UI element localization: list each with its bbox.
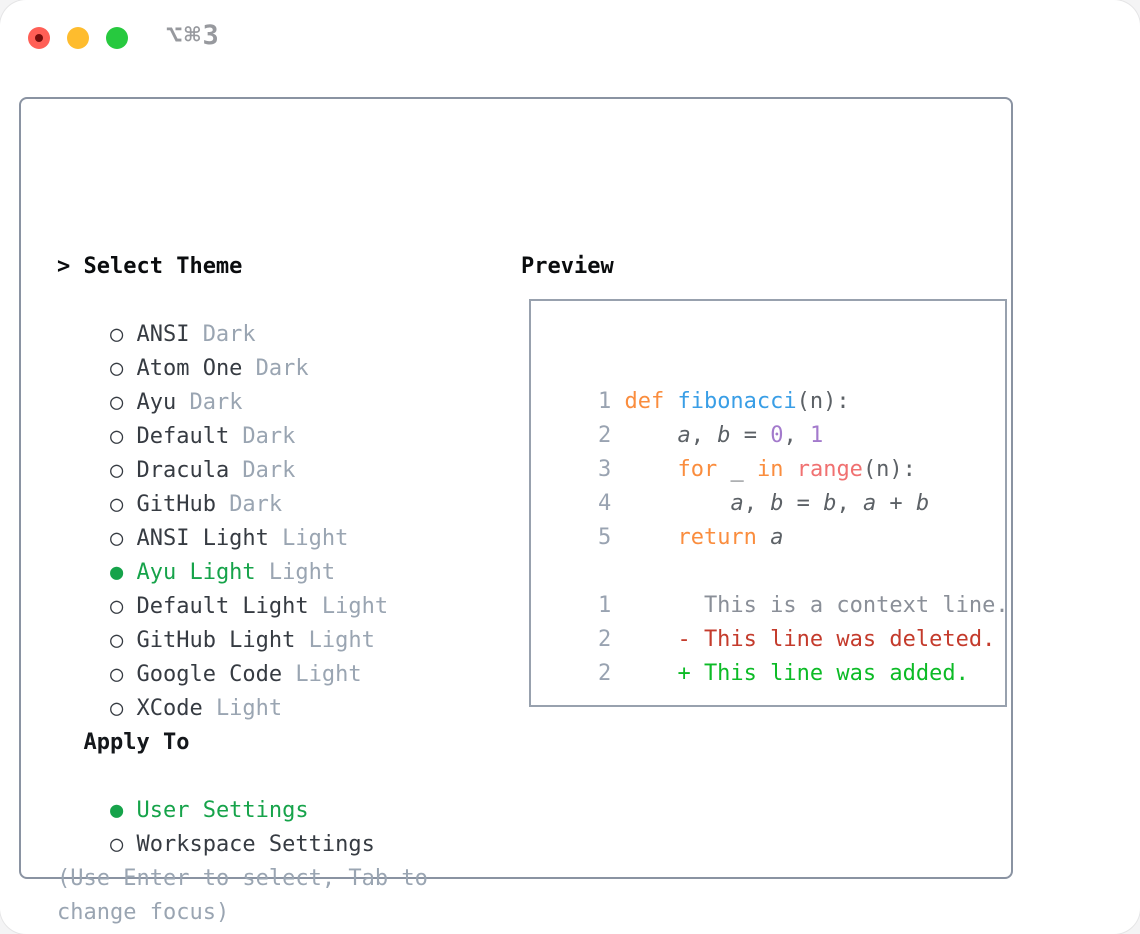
line-number: 3 [597,457,612,482]
radio-icon: ○ [109,424,124,449]
line-number: 1 [597,389,612,414]
option-label: ANSI Light [136,526,269,551]
line-number: 1 [597,593,612,618]
option-label: Ayu [136,390,177,415]
code-line: 2 a, b = 0, 1 [545,385,1005,448]
radio-icon: ○ [109,662,124,687]
option-variant-label: Dark [242,424,296,449]
option-variant-label: Light [321,594,389,619]
code-text: a, b = 0, 1 [677,423,824,448]
code-text: return a [677,525,784,550]
option-variant-label: Light [308,628,375,653]
theme-option[interactable]: ○ Ayu Dark [57,352,428,415]
code-line: 1 def fibonacci(n): [545,351,1005,414]
code-line: 4 a, b = b, a + b [545,453,1005,516]
theme-option[interactable]: ● Ayu Light Light [57,522,428,585]
radio-icon: ○ [109,356,124,381]
radio-icon: ● [109,798,124,823]
radio-icon: ○ [109,526,124,551]
code-line: 3 for _ in range(n): [545,419,1005,482]
apply-to-title: Apply To [83,730,190,755]
theme-option[interactable]: ○ ANSI Dark [57,284,428,347]
option-variant-label: Dark [242,458,296,483]
option-label: Default Light [136,594,309,619]
theme-option[interactable]: ○ Google Code Light [57,624,428,687]
theme-option[interactable]: ○ XCode Light [57,658,428,721]
code-text: This is a context line. [624,593,1007,618]
code-line: 2 + This line was added. [545,623,1005,686]
code-line: 5 return a [545,487,1005,550]
preview-box: 1 def fibonacci(n): 2 a, b = 0, 1 3 for _… [529,299,1007,707]
option-label: XCode [136,696,203,721]
line-number: 2 [597,423,612,448]
close-dot-icon [35,34,43,42]
radio-icon: ○ [109,492,124,517]
theme-option[interactable]: ○ GitHub Light Light [57,590,428,653]
option-variant-label: Light [295,662,362,687]
theme-option[interactable]: ○ Default Dark [57,386,428,449]
line-number: 2 [597,661,612,686]
preview-title: Preview [521,254,614,279]
line-number: 5 [597,525,612,550]
radio-icon: ○ [109,628,124,653]
theme-selector-column: > Select Theme ○ ANSI Dark ○ Atom One Dark ○ A… [57,250,428,930]
radio-icon: ○ [109,696,124,721]
code-text: def fibonacci(n): [624,389,850,414]
apply-to-list: ● User Settings ○ Workspace Settings [57,760,428,857]
option-label: Atom One [136,356,243,381]
option-variant-label: Dark [189,390,243,415]
radio-icon: ○ [109,390,124,415]
apply-to-header: Apply To [57,726,428,760]
line-number: 2 [597,627,612,652]
theme-settings-panel: > Select Theme ○ ANSI Dark ○ Atom One Dark ○ A… [19,97,1013,925]
theme-list-title: Select Theme [83,254,243,279]
theme-option[interactable]: ○ Atom One Dark [57,318,428,381]
radio-icon: ○ [109,322,124,347]
option-label: Google Code [136,662,283,687]
zoom-button[interactable] [106,27,128,49]
option-variant-label: Light [215,696,283,721]
code-text: a, b = b, a + b [730,491,930,516]
option-variant-label: Light [268,560,336,585]
apply-option[interactable]: ○ Workspace Settings [57,794,428,857]
option-label: Default [136,424,230,449]
radio-icon: ○ [109,458,124,483]
radio-icon: ● [109,560,124,585]
theme-list: ○ ANSI Dark ○ Atom One Dark ○ Ayu Dark ○ Defaul… [57,284,428,721]
line-number: 4 [597,491,612,516]
option-variant-label: Dark [255,356,309,381]
option-label: Workspace Settings [136,832,375,857]
footer-hint-line-2: change focus) [57,900,230,925]
code-line: 1 This is a context line. [545,555,1005,618]
selection-caret-icon: > [57,254,71,279]
option-variant-label: Light [282,526,349,551]
code-text: for _ in range(n): [677,457,916,482]
theme-option[interactable]: ○ GitHub Dark [57,454,428,517]
option-variant-label: Dark [202,322,256,347]
theme-option[interactable]: ○ Dracula Dark [57,420,428,483]
option-label: Ayu Light [136,560,256,585]
apply-option[interactable]: ● User Settings [57,760,428,823]
theme-option[interactable]: ○ ANSI Light Light [57,488,428,551]
option-label: Dracula [136,458,230,483]
code-text: + This line was added. [624,661,969,686]
minimize-button[interactable] [67,27,89,49]
option-label: GitHub Light [136,628,296,653]
option-variant-label: Dark [229,492,283,517]
theme-list-header: > Select Theme [57,250,428,284]
theme-option[interactable]: ○ Default Light Light [57,556,428,619]
code-line: 2 - This line was deleted. [545,589,1005,652]
close-button[interactable] [28,27,50,49]
code-text: - This line was deleted. [624,627,996,652]
radio-icon: ○ [109,832,124,857]
option-label: User Settings [136,798,309,823]
radio-icon: ○ [109,594,124,619]
keyboard-shortcut-label: ⌥⌘3 [166,20,221,51]
footer-hint-line-1: (Use Enter to select, Tab to [57,866,428,891]
option-label: ANSI [136,322,190,347]
option-label: GitHub [136,492,216,517]
